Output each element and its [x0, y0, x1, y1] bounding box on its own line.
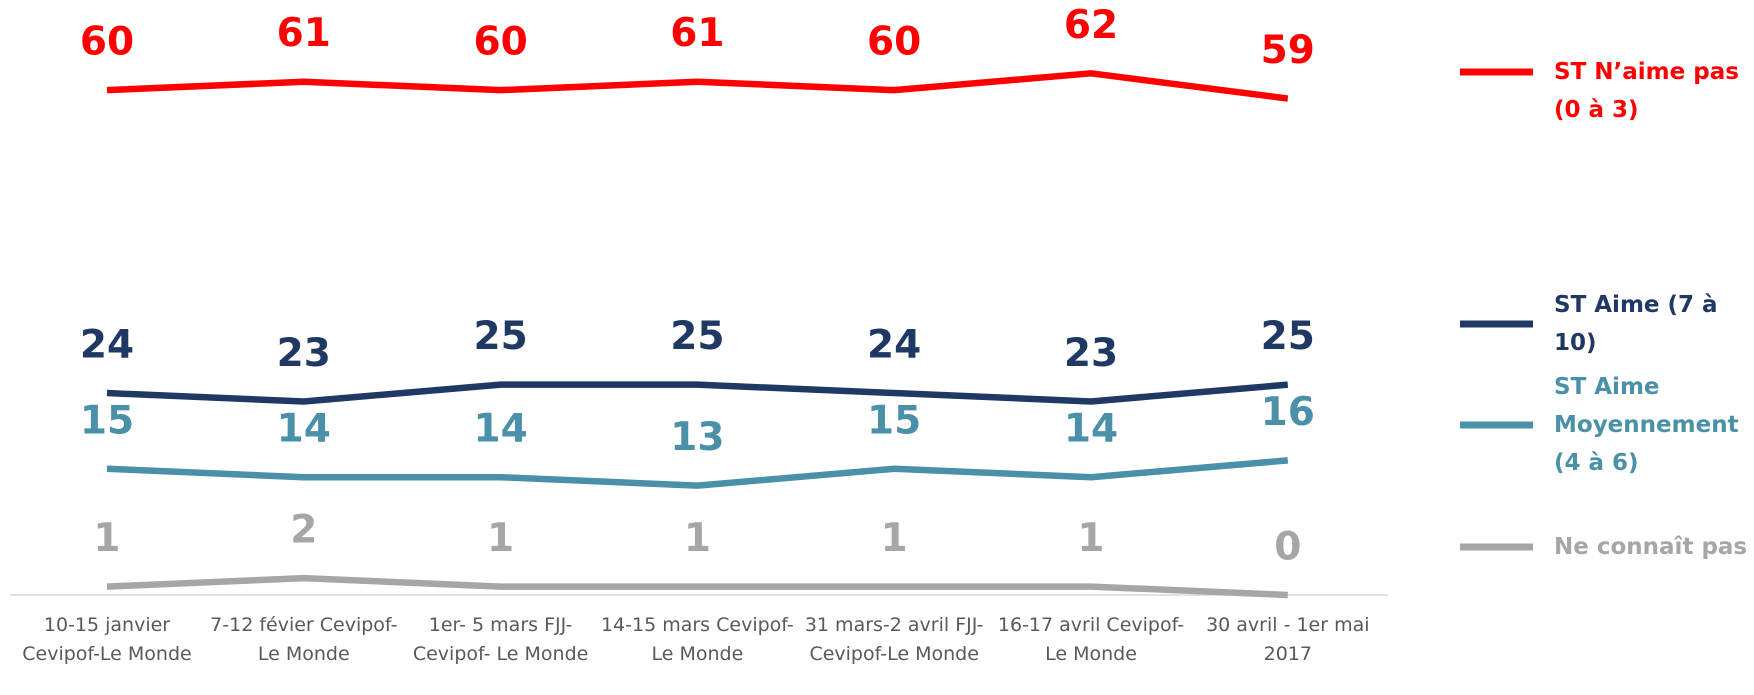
data-label: 24	[867, 323, 921, 368]
data-label: 1	[1077, 516, 1104, 561]
data-label: 60	[867, 20, 921, 65]
series-line	[106, 70, 1289, 102]
x-tick-label: 31 mars-2 avril FJJ-Cevipof-Le Monde	[804, 614, 984, 665]
data-label: 59	[1261, 28, 1315, 73]
legend-label: ST Aime Moyennement (4 à 6)	[1554, 374, 1739, 476]
data-label: 1	[93, 516, 120, 561]
data-label: 61	[670, 11, 724, 56]
data-label: 25	[670, 314, 724, 359]
data-label: 1	[487, 516, 514, 561]
data-label: 15	[80, 398, 134, 443]
x-tick-label: 14-15 mars Cevipof-Le Monde	[600, 614, 794, 665]
data-label: 62	[1064, 3, 1118, 48]
data-label: 23	[277, 331, 331, 376]
data-label: 25	[473, 314, 527, 359]
data-label: 23	[1064, 331, 1118, 376]
data-label: 16	[1261, 390, 1315, 435]
data-label: 24	[80, 323, 134, 368]
data-label: 13	[670, 415, 724, 460]
data-label: 15	[867, 398, 921, 443]
x-tick-label: 16-17 avril Cevipof-Le Monde	[997, 614, 1185, 665]
x-tick-label: 1er- 5 mars FJJ-Cevipof- Le Monde	[412, 614, 589, 665]
data-label: 14	[473, 407, 527, 452]
series-line	[106, 457, 1289, 489]
data-label: 1	[684, 516, 711, 561]
data-label: 60	[473, 20, 527, 65]
data-label: 2	[290, 508, 317, 553]
data-label: 1	[881, 516, 908, 561]
data-label: 14	[1064, 407, 1118, 452]
data-label: 14	[277, 407, 331, 452]
data-label: 61	[277, 11, 331, 56]
series-line	[106, 574, 1288, 599]
data-label: 25	[1261, 314, 1315, 359]
x-tick-label: 10-15 janvier Cevipof-Le Monde	[22, 614, 192, 665]
series-line	[106, 381, 1289, 405]
legend-label: ST N’aime pas (0 à 3)	[1554, 59, 1739, 123]
data-label: 60	[80, 20, 134, 65]
legend-label: ST Aime (7 à 10)	[1554, 292, 1718, 356]
legend-label: Ne connaît pas	[1554, 534, 1748, 560]
x-tick-label: 30 avril - 1er mai 2017	[1206, 614, 1370, 665]
x-tick-label: 7-12 févier Cevipof-Le Monde	[210, 614, 398, 665]
data-label: 0	[1274, 525, 1301, 570]
